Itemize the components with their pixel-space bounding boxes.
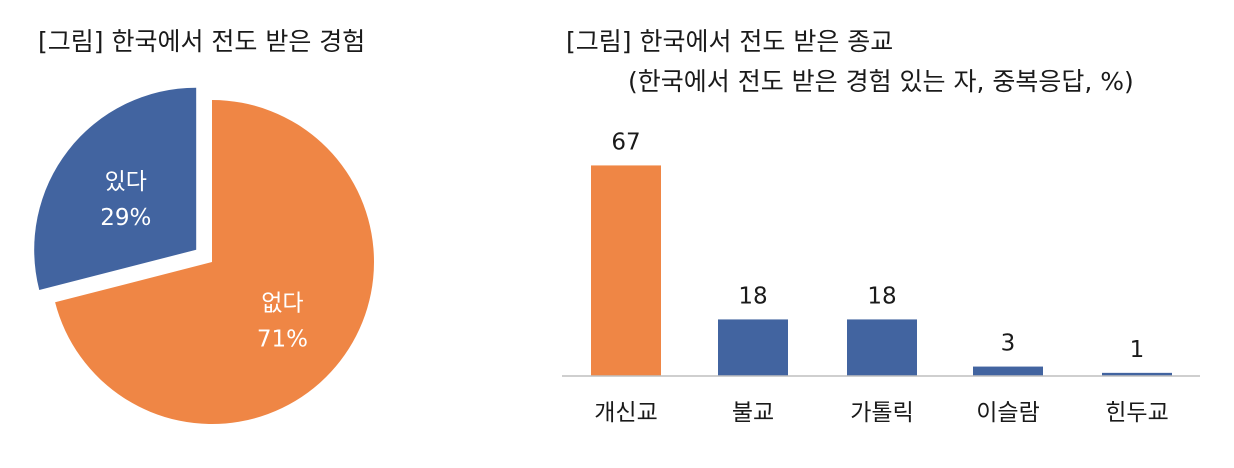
category-label: 가톨릭 [850, 400, 913, 426]
pie-slice-label: 있다 [105, 169, 147, 195]
pie-slice-label: 없다 [261, 291, 303, 317]
pie-chart-title: [그림] 한국에서 전도 받은 경험 [38, 27, 366, 56]
bar-value-label: 67 [611, 129, 640, 155]
category-label: 불교 [732, 400, 774, 426]
pie-slice-1 [34, 87, 197, 291]
pie-slice-2 [55, 100, 374, 425]
bar-value-label: 1 [1130, 337, 1145, 363]
bar-1 [591, 165, 661, 376]
bar-4 [973, 366, 1043, 376]
bar-2 [718, 319, 788, 376]
pie-slice-value: 71% [257, 327, 308, 353]
category-label: 개신교 [594, 400, 657, 426]
category-label: 이슬람 [976, 400, 1039, 426]
bar-5 [1102, 372, 1172, 376]
bar-chart-title: [그림] 한국에서 전도 받은 종교 [566, 27, 894, 56]
bar-value-label: 3 [1001, 331, 1016, 357]
category-label: 힌두교 [1105, 400, 1168, 426]
bar-3 [847, 319, 917, 376]
bar-value-label: 18 [867, 283, 896, 309]
pie-slice-value: 29% [100, 205, 151, 231]
bar-chart-subtitle: (한국에서 전도 받은 경험 있는 자, 중복응답, %) [628, 67, 1134, 96]
bar-value-label: 18 [738, 283, 767, 309]
